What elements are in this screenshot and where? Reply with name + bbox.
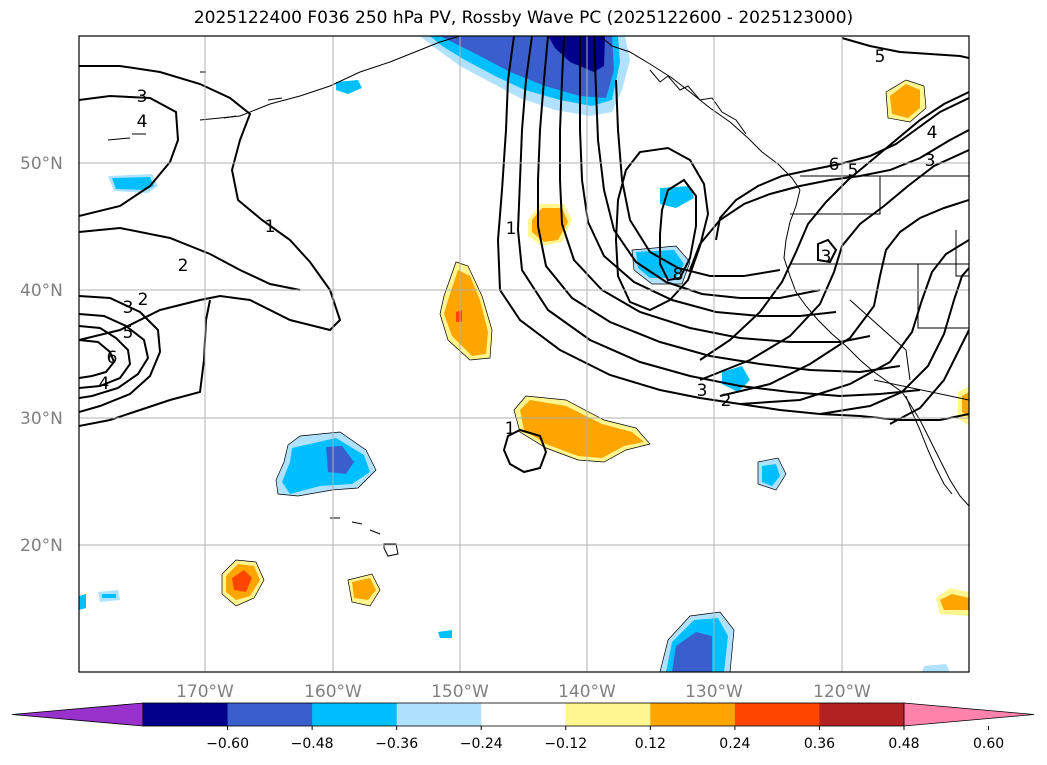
- positive-anomaly-subtropical-core: [520, 400, 644, 458]
- positive-anomaly-west-1-core2: [232, 570, 252, 592]
- contour-label: 6: [107, 348, 118, 368]
- contour-label: 3: [123, 298, 134, 318]
- contour-label: 4: [137, 112, 148, 132]
- contour-label: 2: [721, 391, 732, 411]
- filled-anomalies: [79, 36, 969, 672]
- pv-contours: [79, 36, 969, 474]
- contour-label: 1: [505, 419, 516, 439]
- colorbar-bin: [227, 703, 313, 726]
- negative-anomaly-gulf-alaska-core3: [548, 36, 605, 72]
- lon-label-130w: 130°W: [685, 682, 743, 702]
- contour-label: 4: [927, 123, 938, 143]
- positive-anomaly-se-core: [940, 594, 969, 610]
- colorbar-bin: [650, 703, 736, 726]
- negative-anomaly-small-3-core: [102, 594, 116, 598]
- colorbar: −0.60 −0.48 −0.36 −0.24 −0.12 0.12 0.24 0.36 0.4…: [11, 702, 1035, 752]
- contour-label: 1: [506, 219, 517, 239]
- lat-label-40n: 40°N: [20, 281, 63, 301]
- contour-label: 4: [99, 374, 110, 394]
- lon-label-140w: 140°W: [558, 682, 616, 702]
- lat-label-50n: 50°N: [20, 154, 63, 174]
- colorbar-tick-label: 0.36: [804, 736, 835, 752]
- positive-anomaly-150w-core2: [456, 310, 462, 322]
- positive-anomaly-west-2-core: [352, 578, 376, 600]
- negative-anomaly-hawaii-core: [282, 438, 370, 494]
- colorbar-tick-label: −0.36: [375, 736, 418, 752]
- colorbar-frame: [142, 702, 905, 727]
- negative-anomaly-small-1-core: [112, 177, 154, 190]
- colorbar-bin: [396, 703, 482, 726]
- colorbar-bin: [819, 703, 905, 726]
- gridlines: [79, 36, 969, 672]
- colorbar-bin: [565, 703, 651, 726]
- contour-label: 5: [123, 323, 134, 343]
- colorbar-bin: [481, 703, 567, 726]
- contour-label: 6: [829, 155, 840, 175]
- contour-label: 5: [875, 47, 886, 67]
- colorbar-tick-label: −0.48: [291, 736, 334, 752]
- negative-anomaly-small-4: [79, 594, 86, 610]
- colorbar-tick-label: −0.12: [544, 736, 587, 752]
- contour-label: 5: [848, 161, 859, 181]
- colorbar-tick-label: −0.24: [460, 736, 503, 752]
- anomaly-outlines: [221, 79, 927, 672]
- colorbar-bin: [734, 703, 820, 726]
- map-frame: [78, 35, 970, 673]
- colorbar-bin: [143, 703, 229, 726]
- lon-label-120w: 120°W: [813, 682, 871, 702]
- colorbar-tick-label: 0.48: [888, 736, 919, 752]
- longitude-labels: 170°W 160°W 150°W 140°W 130°W 120°W: [176, 682, 871, 702]
- negative-anomaly-small-2: [336, 80, 362, 94]
- colorbar-tick-label: −0.60: [206, 736, 249, 752]
- colorbar-tick-label: 0.12: [635, 736, 666, 752]
- colorbar-tick-label: 0.24: [719, 736, 750, 752]
- lat-label-30n: 30°N: [20, 409, 63, 429]
- lon-label-150w: 150°W: [431, 682, 489, 702]
- lon-label-170w: 170°W: [176, 682, 234, 702]
- latitude-labels: 50°N 40°N 30°N 20°N: [20, 154, 63, 556]
- map-plot-area: [79, 36, 969, 672]
- negative-anomaly-mid-4-core: [762, 464, 780, 486]
- contour-label: 3: [925, 151, 936, 171]
- contour-label: 2: [138, 290, 149, 310]
- negative-anomaly-small-5: [438, 630, 452, 638]
- positive-anomaly-150w-core: [444, 270, 488, 356]
- lon-label-160w: 160°W: [304, 682, 362, 702]
- lat-label-20n: 20°N: [20, 536, 63, 556]
- negative-anomaly-small-6: [922, 664, 950, 672]
- positive-anomaly-canada-core: [890, 84, 920, 118]
- contour-label: 8: [673, 265, 684, 285]
- contour-label: 2: [178, 256, 189, 276]
- contour-label: 3: [697, 381, 708, 401]
- coastlines: [107, 36, 969, 557]
- map-title: 2025122400 F036 250 hPa PV, Rossby Wave …: [193, 8, 854, 28]
- colorbar-bin: [312, 703, 398, 726]
- colorbar-tick-label: 0.60: [973, 736, 1004, 752]
- contour-label: 1: [265, 217, 276, 237]
- contour-label: 3: [137, 87, 148, 107]
- negative-anomaly-south-core2: [672, 632, 712, 672]
- colorbar-extend-high: [903, 702, 1035, 727]
- colorbar-extend-low: [11, 702, 144, 727]
- positive-anomaly-143w-core: [532, 208, 568, 242]
- contour-labels: 3 4 1 2 2 3 5 6 4 1 5 4 3 6 5 3 8 3 2 1: [99, 47, 938, 439]
- contour-label: 3: [821, 247, 832, 267]
